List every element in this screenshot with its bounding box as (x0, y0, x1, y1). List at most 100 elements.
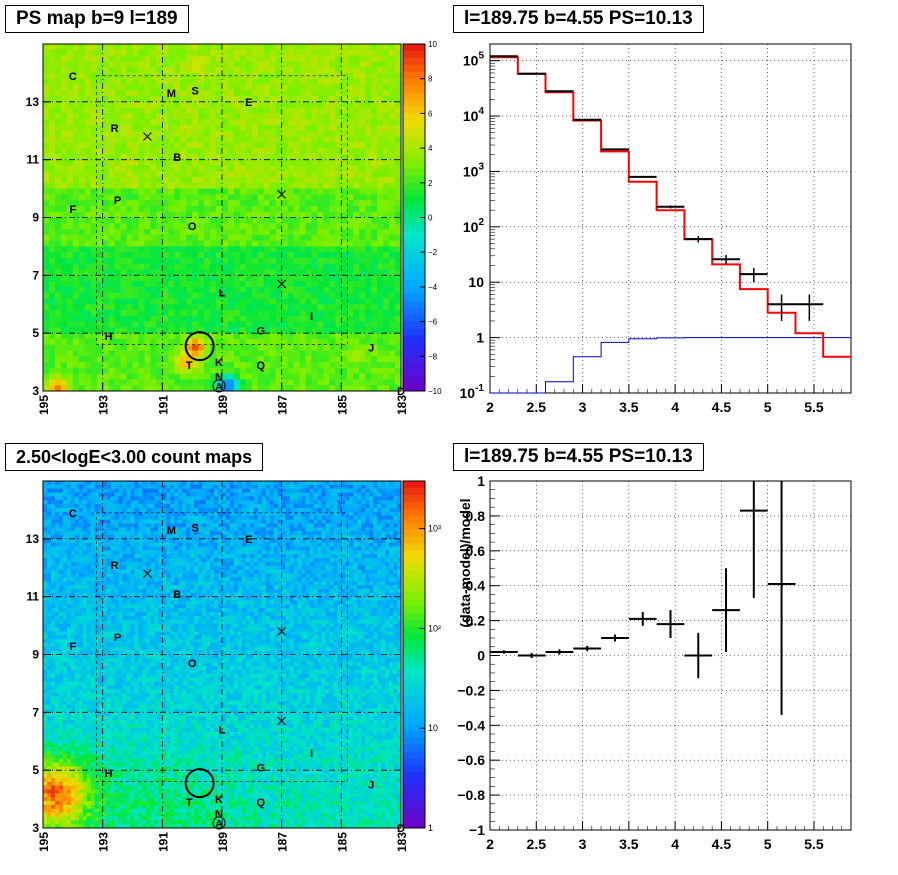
region-label: I (310, 311, 313, 323)
cross-mark (277, 716, 287, 726)
region-label: D (397, 386, 405, 398)
x-tick-label: 3.5 (619, 399, 639, 415)
source-circle (184, 331, 215, 362)
x-tick-label: 5 (764, 399, 772, 415)
region-label: J (368, 343, 374, 355)
colorbar-tick-label: 10 (428, 40, 437, 49)
x-tick-label: 5.5 (804, 399, 824, 415)
region-label: S (191, 85, 198, 97)
region-label: T (186, 797, 193, 809)
colorbar: 10 8 6 4 2 0 −2 −4 −6 −8 −10 (402, 40, 442, 396)
x-tick-label: 4.5 (712, 836, 732, 852)
cross-mark (277, 279, 287, 289)
x-tick-label: 183 (395, 832, 409, 852)
y-tick-label: 13 (26, 95, 40, 109)
region-label: R (111, 560, 119, 572)
count-map-title: 2.50<logE<3.00 count maps (5, 443, 264, 471)
region-label: C (69, 508, 77, 520)
colorbar-frame (402, 480, 426, 829)
colorbar-tick-label: 1 (428, 823, 433, 833)
region-label: M (167, 525, 176, 537)
y-tick-label: 0.6 (466, 543, 486, 559)
region-label: R (111, 123, 119, 135)
y-tick-label: 1 (476, 330, 484, 346)
colorbar-tick-label: 10 (428, 723, 438, 733)
x-tick-label: 4 (671, 836, 679, 852)
region-label: D (397, 823, 405, 835)
region-label: O (188, 658, 197, 670)
y-tick-label: 9 (32, 648, 39, 662)
y-tick-label: 3 (32, 384, 39, 398)
colorbar-tick-label: −6 (428, 318, 438, 327)
region-label: Q (257, 797, 266, 809)
y-tick-label: 7 (32, 268, 39, 282)
heatmap-panel-count-map: 195 193 191 189 187 185 183 3 5 7 9 11 13 C M S E R B P F O L I… (26, 480, 441, 852)
region-label: E (245, 97, 252, 109)
colorbar-tick-label: 2 (428, 179, 433, 188)
colorbar-tick-label: 0 (428, 214, 433, 223)
cross-mark (143, 569, 152, 578)
region-label: K (215, 794, 223, 806)
region-label: C (69, 71, 77, 83)
y-tick-label: 0.8 (466, 508, 486, 524)
spectrum-title: l=189.75 b=4.55 PS=10.13 (453, 5, 704, 33)
region-label: Q (257, 360, 266, 372)
residual-title: l=189.75 b=4.55 PS=10.13 (453, 443, 704, 471)
y-tick-label: 0 (477, 648, 485, 664)
region-label: H (105, 768, 113, 780)
x-tick-label: 187 (276, 395, 290, 415)
y-tick-label: 104 (463, 106, 485, 124)
heatmap-cells (43, 44, 402, 392)
region-label: P (114, 195, 121, 207)
region-label: B (173, 589, 181, 601)
x-tick-label: 191 (156, 832, 170, 852)
region-label: K (215, 357, 223, 369)
region-label: N (215, 372, 223, 384)
region-label: J (368, 780, 374, 792)
plot-frame (489, 43, 852, 394)
roi-box (96, 512, 348, 783)
colorbar-tick-label: 4 (428, 144, 433, 153)
ps-map-title: PS map b=9 l=189 (5, 5, 189, 33)
y-tick-label: 5 (32, 326, 39, 340)
cross-mark (277, 627, 287, 636)
region-label: G (257, 762, 266, 774)
x-tick-label: 195 (37, 395, 51, 415)
region-label: P (114, 632, 121, 644)
x-tick-label: 187 (276, 832, 290, 852)
colorbar-tick-label: 6 (428, 109, 433, 118)
colorbar-tick-label: 8 (428, 75, 433, 84)
region-label: M (167, 88, 176, 100)
colorbar-tick-label: −4 (428, 283, 438, 292)
roi-box (96, 75, 348, 346)
colorbar-tick-label: −2 (428, 248, 438, 257)
region-label: F (69, 641, 76, 653)
colorbar-tick-label: −10 (428, 387, 442, 396)
y-axis-label: (data-model)/model (457, 498, 473, 627)
y-tick-label: 10 (468, 274, 484, 290)
y-tick-label: 11 (26, 153, 39, 167)
y-tick-label: 5 (32, 763, 39, 777)
region-label: A (215, 819, 222, 830)
region-label: O (188, 221, 197, 233)
region-label: L (219, 725, 226, 737)
heatmap-panel-ps-map: 195 193 191 189 187 185 183 3 5 7 9 11 13 C M S E R B P F O L I… (26, 40, 442, 415)
x-tick-label: 2.5 (527, 836, 547, 852)
y-tick-label: 102 (463, 217, 485, 235)
y-tick-label: 0.2 (466, 613, 486, 629)
y-tick-label: −0.6 (457, 752, 485, 768)
x-tick-label: 5 (764, 836, 772, 852)
region-label: F (69, 204, 76, 216)
y-tick-label: 0.4 (466, 578, 486, 594)
source-model-histogram (490, 337, 851, 394)
y-tick-label: 1 (477, 473, 485, 489)
region-label: A (215, 382, 222, 393)
y-tick-label: −0.2 (457, 682, 485, 698)
x-tick-label: 189 (216, 832, 230, 852)
y-tick-label: 13 (26, 532, 40, 546)
y-tick-label: 105 (463, 51, 485, 69)
x-tick-label: 3 (579, 836, 587, 852)
x-tick-label: 185 (335, 395, 349, 415)
marker-A (212, 816, 226, 830)
region-label: T (186, 360, 193, 372)
